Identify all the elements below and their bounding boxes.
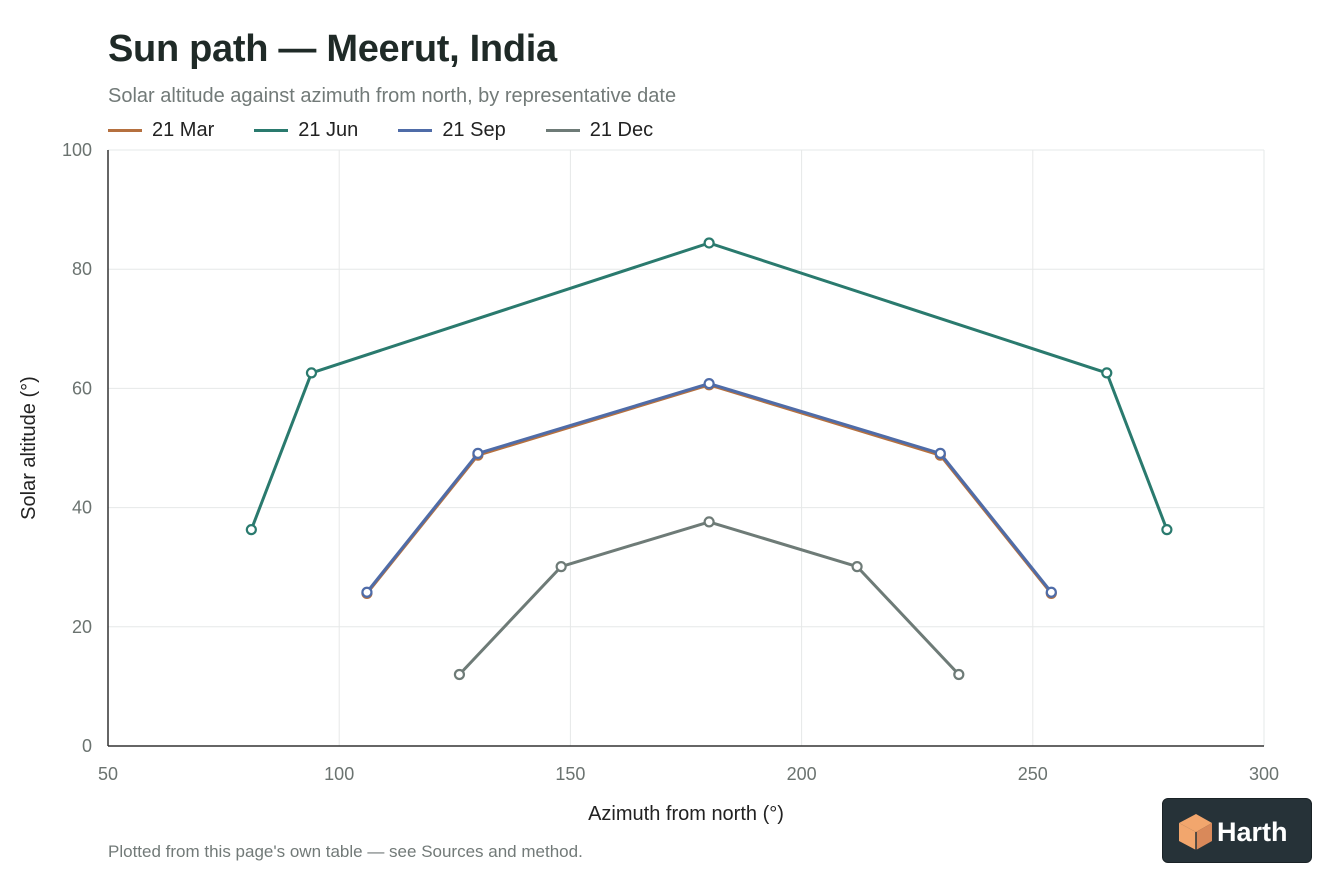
data-point-21-jun [305, 367, 318, 379]
data-point-21-jun [1161, 524, 1173, 536]
y-tick-label: 20 [72, 617, 92, 637]
x-tick-label: 300 [1249, 764, 1279, 784]
y-axis-title: Solar altitude (°) [18, 376, 40, 520]
data-point-21-dec [453, 668, 466, 681]
chart-subtitle: Solar altitude against azimuth from nort… [108, 85, 677, 107]
y-tick-label: 60 [72, 378, 92, 398]
y-tick-label: 0 [82, 736, 92, 756]
legend-label-sep: 21 Sep [442, 119, 506, 141]
data-point-21-sep [361, 586, 373, 598]
legend-swatch-dec [545, 129, 580, 132]
legend-item-jun[interactable]: 21 Jun [254, 119, 358, 142]
harth-logo-icon [1179, 814, 1212, 850]
legend-item-dec[interactable]: 21 Dec [545, 119, 654, 142]
legend-swatch-sep [398, 129, 433, 132]
data-point-21-sep [1045, 586, 1057, 598]
data-point-21-jun [703, 237, 715, 249]
data-point-21-sep [472, 447, 484, 459]
x-tick-label: 150 [555, 764, 585, 784]
x-tick-label: 200 [787, 764, 817, 784]
legend-label-dec: 21 Dec [589, 119, 654, 141]
x-tick-label: 100 [324, 764, 354, 784]
harth-logo-text: Harth [1217, 817, 1288, 847]
series-line-21-mar [365, 383, 1053, 595]
legend-swatch-mar [108, 129, 142, 132]
legend-label-jun: 21 Jun [298, 119, 359, 141]
data-point-21-jun [245, 524, 257, 536]
y-tick-label: 80 [72, 259, 92, 279]
data-point-21-sep [703, 378, 715, 390]
data-point-21-dec [953, 668, 965, 681]
legend-item-mar[interactable]: 21 Mar [108, 119, 214, 142]
series-line-21-dec [458, 520, 960, 676]
legend: 21 Mar 21 Jun 21 Sep 21 Dec [108, 119, 653, 142]
x-axis-title: Azimuth from north (°) [588, 803, 784, 825]
data-point-21-sep [934, 447, 946, 459]
data-point-21-dec [703, 516, 715, 528]
data-point-21-dec [851, 561, 863, 573]
y-tick-label: 100 [62, 140, 92, 160]
chart-title: Sun path — Meerut, India [108, 28, 557, 70]
legend-swatch-jun [254, 129, 289, 132]
legend-item-sep[interactable]: 21 Sep [398, 119, 506, 142]
data-point-21-jun [1101, 367, 1113, 379]
x-tick-label: 250 [1018, 764, 1048, 784]
harth-logo[interactable]: Harth [1162, 798, 1312, 863]
y-tick-label: 40 [72, 498, 92, 518]
x-tick-label: 50 [98, 764, 118, 784]
series-line-21-sep [365, 382, 1053, 594]
data-point-21-dec [555, 561, 567, 573]
footnote: Plotted from this page's own table — see… [108, 842, 583, 861]
legend-label-mar: 21 Mar [152, 119, 215, 141]
